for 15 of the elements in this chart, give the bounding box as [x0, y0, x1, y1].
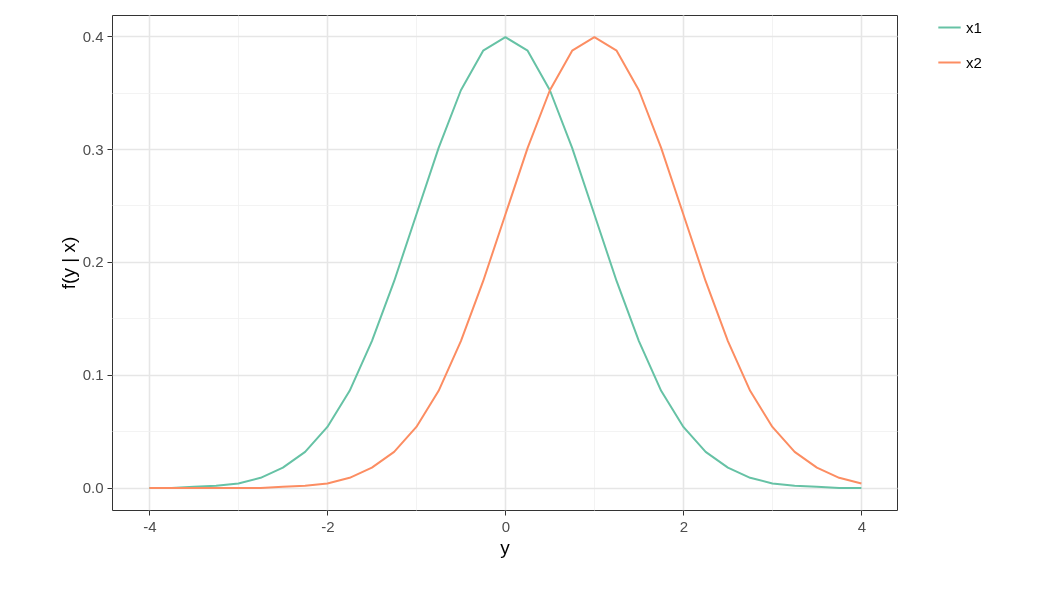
legend-label: x2 [966, 53, 982, 71]
x-tick-label: 2 [679, 517, 689, 535]
y-tick-label: 0.0 [82, 479, 104, 497]
x-tick-label: 0 [501, 517, 511, 535]
x-tick-label: 4 [857, 517, 867, 535]
y-tick-label: 0.2 [82, 253, 104, 271]
y-tick-label: 0.4 [82, 27, 104, 45]
legend-label: x1 [966, 18, 982, 36]
line-series [148, 36, 863, 489]
x-tick-label: -2 [321, 517, 335, 535]
y-axis-title: f(y | x) [57, 236, 79, 290]
x-axis-title: y [500, 536, 511, 558]
y-tick-label: 0.1 [82, 366, 104, 384]
y-tick-label: 0.3 [82, 140, 104, 158]
x-tick-label: -4 [143, 517, 157, 535]
